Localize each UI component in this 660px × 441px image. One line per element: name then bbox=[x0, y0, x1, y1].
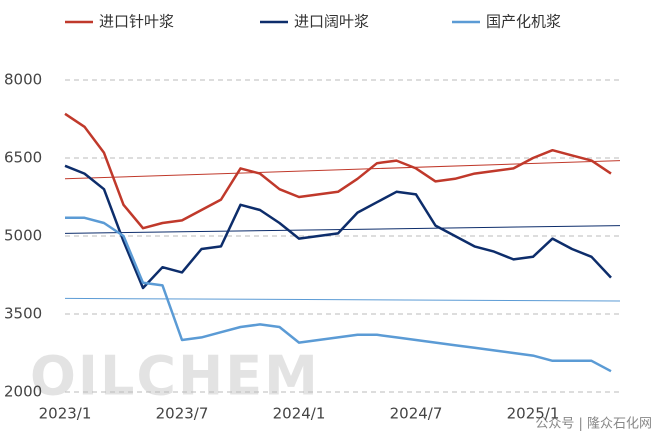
x-tick-label: 2024/7 bbox=[390, 405, 443, 423]
y-tick-label: 3500 bbox=[4, 305, 42, 323]
watermark: OILCHEM bbox=[30, 345, 320, 408]
legend-label: 进口针叶浆 bbox=[99, 13, 174, 31]
series-line bbox=[65, 216, 612, 373]
y-tick-label: 5000 bbox=[4, 227, 42, 245]
legend-label: 进口阔叶浆 bbox=[294, 13, 369, 31]
y-tick-label: 2000 bbox=[4, 383, 42, 401]
series-line bbox=[64, 164, 612, 290]
trend-line bbox=[64, 160, 621, 180]
x-tick-label: 2025/1 bbox=[507, 405, 560, 423]
y-tick-label: 8000 bbox=[4, 71, 42, 89]
legend: 进口针叶浆 进口阔叶浆 国产化机浆 bbox=[65, 13, 561, 31]
x-tick-label: 2023/7 bbox=[156, 405, 209, 423]
source: 公众号 | 隆众石化网 bbox=[535, 417, 652, 432]
x-tick-label: 2023/1 bbox=[39, 405, 92, 423]
trend-line bbox=[64, 297, 621, 302]
x-tick-label: 2024/1 bbox=[273, 405, 326, 423]
y-tick-label: 6500 bbox=[4, 149, 42, 167]
series-line bbox=[64, 112, 612, 230]
legend-label: 国产化机浆 bbox=[486, 13, 561, 31]
